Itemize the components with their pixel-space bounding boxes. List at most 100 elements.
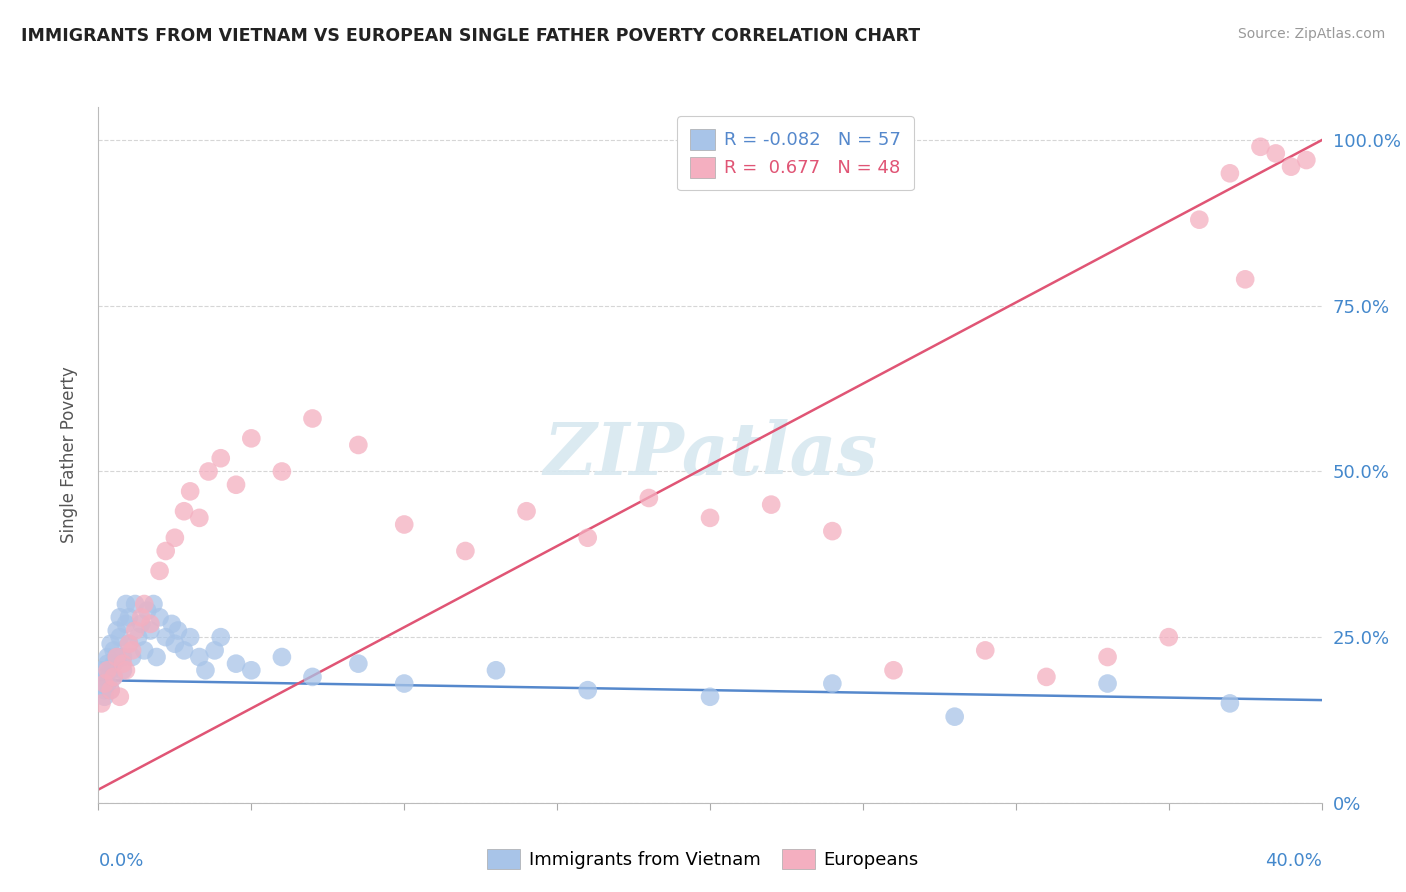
Point [103,643,125,657]
Point [149,610,172,624]
Point [240,663,263,677]
Point [485,663,508,677]
Point [188,650,211,665]
Point [301,670,323,684]
Point [90,676,112,690]
Point [163,637,186,651]
Point [118,637,141,651]
Point [1097,676,1119,690]
Point [108,630,131,644]
Point [97,657,120,671]
Text: ZIPatlas: ZIPatlas [543,419,877,491]
Point [188,511,211,525]
Point [111,663,134,677]
Point [111,650,134,665]
Point [1279,160,1302,174]
Point [392,517,416,532]
Point [105,650,128,665]
Point [1249,140,1271,154]
Point [129,610,152,624]
Point [115,597,138,611]
Point [173,643,195,657]
Point [240,431,263,445]
Point [347,657,370,671]
Text: IMMIGRANTS FROM VIETNAM VS EUROPEAN SINGLE FATHER POVERTY CORRELATION CHART: IMMIGRANTS FROM VIETNAM VS EUROPEAN SING… [21,27,920,45]
Point [129,616,152,631]
Point [699,511,721,525]
Text: Source: ZipAtlas.com: Source: ZipAtlas.com [1237,27,1385,41]
Point [103,657,125,671]
Point [974,643,997,657]
Point [115,616,138,631]
Point [93,670,115,684]
Point [1097,650,1119,665]
Legend: R = -0.082   N = 57, R =  0.677   N = 48: R = -0.082 N = 57, R = 0.677 N = 48 [678,116,914,190]
Point [1157,630,1180,644]
Point [90,697,112,711]
Point [943,709,966,723]
Point [100,663,122,677]
Point [155,544,177,558]
Point [1219,166,1241,180]
Point [194,663,217,677]
Point [209,630,232,644]
Point [127,630,149,644]
Point [149,564,172,578]
Point [204,643,226,657]
Point [883,663,905,677]
Point [134,643,156,657]
Point [97,663,120,677]
Text: 40.0%: 40.0% [1265,852,1322,870]
Point [121,643,143,657]
Point [139,624,162,638]
Point [93,676,115,690]
Point [100,683,122,698]
Point [121,650,143,665]
Point [1264,146,1286,161]
Point [90,663,112,677]
Point [1219,697,1241,711]
Point [115,663,138,677]
Point [167,624,190,638]
Point [97,676,120,690]
Point [301,411,323,425]
Point [1188,212,1211,227]
Point [270,650,292,665]
Point [105,624,128,638]
Point [173,504,195,518]
Point [1234,272,1257,286]
Point [637,491,661,505]
Point [197,465,219,479]
Point [209,451,232,466]
Point [179,484,201,499]
Point [699,690,721,704]
Point [134,597,156,611]
Point [139,616,162,631]
Point [1295,153,1317,167]
Point [821,676,844,690]
Point [93,690,115,704]
Point [454,544,477,558]
Point [103,670,125,684]
Point [145,650,167,665]
Point [179,630,201,644]
Point [108,610,131,624]
Point [124,597,146,611]
Point [347,438,370,452]
Point [124,624,146,638]
Point [392,676,416,690]
Point [108,690,131,704]
Point [93,683,115,698]
Point [142,597,165,611]
Point [100,683,122,698]
Point [97,650,120,665]
Point [270,465,292,479]
Legend: Immigrants from Vietnam, Europeans: Immigrants from Vietnam, Europeans [478,839,928,879]
Point [111,657,134,671]
Y-axis label: Single Father Poverty: Single Father Poverty [59,367,77,543]
Point [118,637,141,651]
Point [100,637,122,651]
Point [225,477,247,491]
Point [136,604,159,618]
Point [155,630,177,644]
